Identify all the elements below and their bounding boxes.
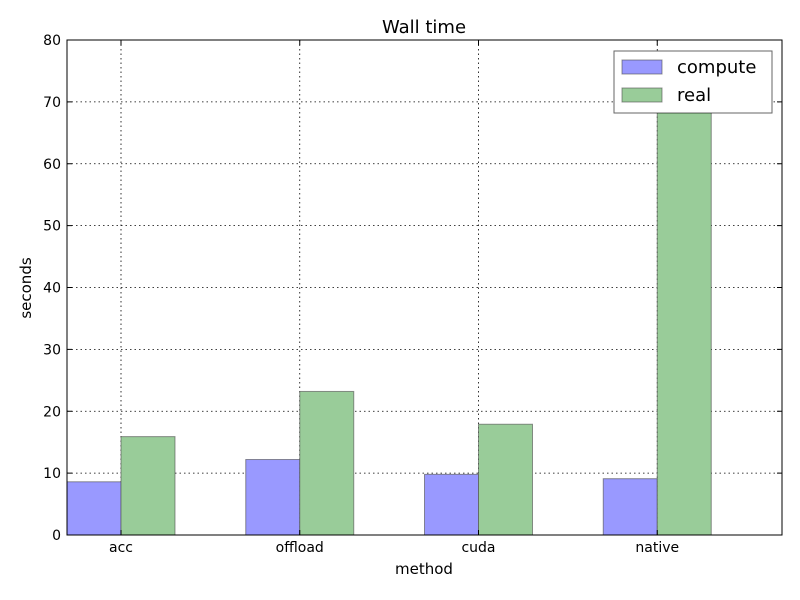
x-tick-label: acc: [109, 540, 133, 556]
bar-compute-cuda: [424, 473, 479, 536]
bar-compute-acc: [66, 481, 122, 536]
x-tick-label: offload: [276, 540, 324, 556]
chart-title: Wall time: [382, 17, 466, 38]
bar-real-offload: [299, 390, 355, 536]
x-tick-label: native: [635, 540, 679, 556]
y-tick-label: 20: [43, 404, 61, 420]
legend-swatch-real: [621, 87, 663, 103]
y-tick-label: 30: [43, 342, 61, 358]
bars: [66, 96, 712, 536]
legend-label-compute: compute: [677, 57, 756, 78]
y-tick-label: 60: [43, 157, 61, 173]
y-tick-label: 10: [43, 466, 61, 482]
legend-swatch-compute: [621, 59, 663, 75]
y-tick-label: 70: [43, 95, 61, 111]
bar-real-cuda: [478, 423, 533, 536]
y-tick-label: 50: [43, 219, 61, 235]
y-tick-label: 80: [43, 33, 61, 49]
x-tick-label: cuda: [461, 540, 495, 556]
axis-ticks: 0 10 20 30 40 50 60 70 80 acc offload cuda native: [43, 33, 782, 556]
bar-real-acc: [120, 436, 176, 536]
bar-real-native: [656, 96, 712, 536]
legend: compute real: [613, 50, 773, 114]
x-axis-label: method: [395, 560, 453, 578]
bar-compute-native: [602, 478, 658, 536]
bar-compute-offload: [245, 459, 301, 536]
y-tick-label: 0: [52, 528, 61, 544]
legend-label-real: real: [677, 85, 711, 106]
y-axis-label: seconds: [17, 257, 35, 318]
y-tick-label: 40: [43, 281, 61, 297]
